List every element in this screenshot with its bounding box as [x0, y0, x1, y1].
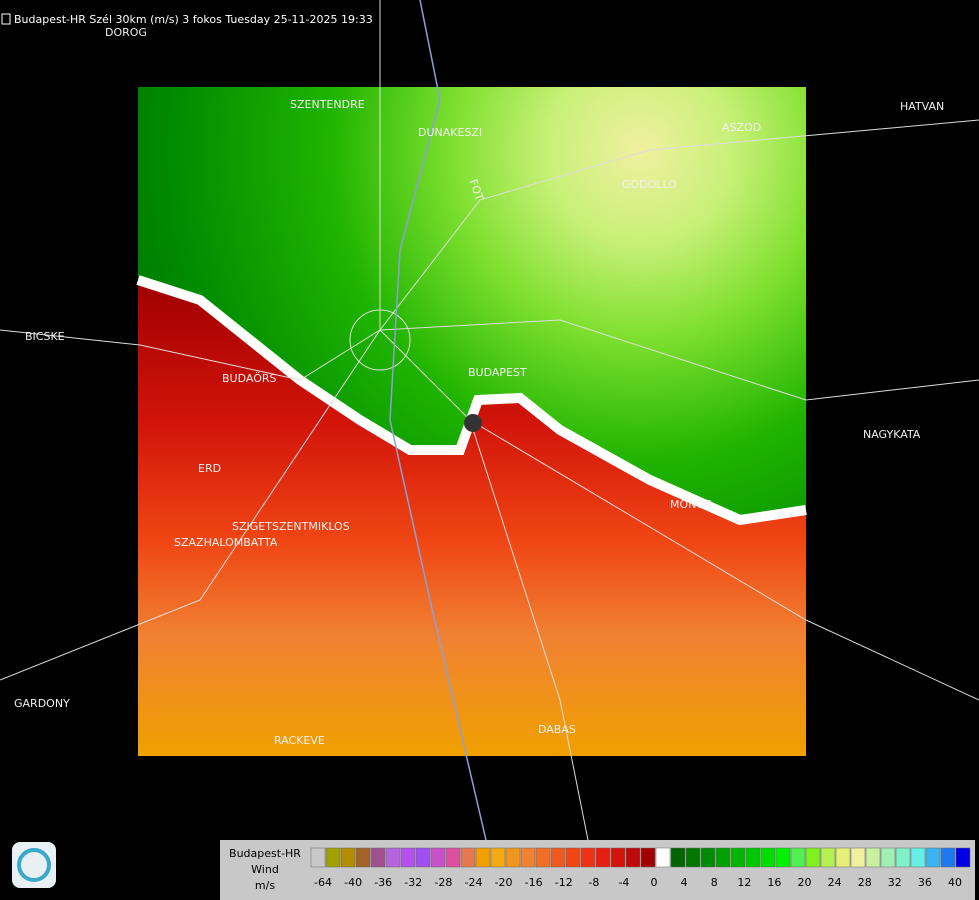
legend-swatch: [610, 847, 626, 868]
legend-tick-label: -40: [344, 876, 362, 889]
legend-swatch: [535, 847, 551, 868]
legend-tick-label: 12: [737, 876, 751, 889]
place-label: ERD: [198, 462, 221, 475]
legend-tick-label: 16: [767, 876, 781, 889]
legend-swatch: [685, 847, 701, 868]
place-label: NAGYKATA: [863, 428, 921, 441]
legend-swatch: [505, 847, 521, 868]
legend-tick-label: -12: [555, 876, 573, 889]
place-label: GARDONY: [14, 697, 70, 710]
legend-tick-label: -32: [404, 876, 422, 889]
legend-swatch: [325, 847, 341, 868]
legend-swatch: [655, 847, 671, 868]
legend-title: Wind: [251, 863, 279, 876]
place-label: RACKEVE: [274, 734, 325, 747]
legend-swatch: [880, 847, 896, 868]
place-label: SZAZHALOMBATTA: [174, 536, 278, 549]
legend-swatch: [820, 847, 836, 868]
legend-swatch: [745, 847, 761, 868]
legend-swatch: [805, 847, 821, 868]
legend-swatch: [640, 847, 656, 868]
place-label: SZIGETSZENTMIKLOS: [232, 520, 350, 533]
place-label: DABAS: [538, 723, 576, 736]
legend-swatch: [475, 847, 491, 868]
legend-swatch: [460, 847, 476, 868]
legend-swatch: [430, 847, 446, 868]
legend-tick-label: 8: [711, 876, 718, 889]
legend-title: m/s: [255, 879, 275, 892]
legend-swatch: [835, 847, 851, 868]
legend-swatch: [895, 847, 911, 868]
legend-tick-label: -36: [374, 876, 392, 889]
positive-area: [138, 87, 806, 520]
legend-swatch: [370, 847, 386, 868]
legend-swatch: [400, 847, 416, 868]
legend-swatch: [730, 847, 746, 868]
place-label: DUNAKESZI: [418, 126, 482, 139]
legend-swatch: [625, 847, 641, 868]
legend-tick-label: 32: [888, 876, 902, 889]
legend-swatch: [565, 847, 581, 868]
legend-swatch: [580, 847, 596, 868]
legend-swatch: [520, 847, 536, 868]
legend-tick-label: -64: [314, 876, 332, 889]
place-label: ASZOD: [722, 121, 761, 134]
place-label: BUDAPEST: [468, 366, 527, 379]
legend-swatch: [310, 847, 326, 868]
legend-swatch: [385, 847, 401, 868]
legend-tick-label: -28: [434, 876, 452, 889]
legend-swatch: [490, 847, 506, 868]
logo: [12, 842, 56, 888]
river: [389, 0, 501, 900]
radar-site: [464, 414, 482, 432]
legend-swatch: [445, 847, 461, 868]
legend-swatch: [415, 847, 431, 868]
legend-tick-label: 24: [828, 876, 842, 889]
legend-title: Budapest-HR: [229, 847, 301, 860]
legend-swatch: [595, 847, 611, 868]
legend-swatch: [955, 847, 971, 868]
place-label: HATVAN: [900, 100, 944, 113]
legend-swatch: [550, 847, 566, 868]
title: Budapest-HR Szél 30km (m/s) 3 fokos Tues…: [14, 13, 373, 26]
legend-swatch: [790, 847, 806, 868]
place-label: MONOR: [670, 498, 713, 511]
legend-tick-label: 0: [651, 876, 658, 889]
legend-tick-label: 20: [798, 876, 812, 889]
legend-swatch: [850, 847, 866, 868]
legend-tick-label: -8: [588, 876, 599, 889]
place-label: GODOLLO: [622, 178, 677, 191]
place-label: BICSKE: [25, 330, 65, 343]
legend-tick-label: 4: [681, 876, 688, 889]
legend-swatch: [940, 847, 956, 868]
legend-swatch: [700, 847, 716, 868]
place-label: SZENTENDRE: [290, 98, 365, 111]
legend-tick-label: -4: [618, 876, 629, 889]
legend-swatch: [340, 847, 356, 868]
legend-swatch: [670, 847, 686, 868]
legend-swatch: [775, 847, 791, 868]
legend-tick-label: 28: [858, 876, 872, 889]
place-label: BUDAÖRS: [222, 372, 277, 385]
legend-swatch: [760, 847, 776, 868]
legend-tick-label: -24: [464, 876, 482, 889]
legend-tick-label: 40: [948, 876, 962, 889]
place-label: DOROG: [105, 26, 147, 39]
legend-tick-label: -16: [525, 876, 543, 889]
legend-swatch: [715, 847, 731, 868]
legend-tick-label: 36: [918, 876, 932, 889]
legend-swatch: [355, 847, 371, 868]
menu-icon: [1, 13, 11, 25]
legend-swatch: [910, 847, 926, 868]
legend-swatch: [925, 847, 941, 868]
legend-tick-label: -20: [495, 876, 513, 889]
legend-swatch: [865, 847, 881, 868]
